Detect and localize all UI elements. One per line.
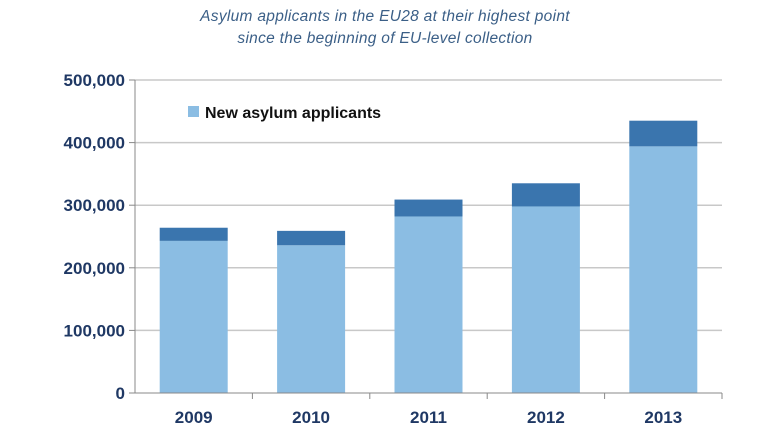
y-tick-label: 500,000 xyxy=(64,71,125,90)
bar-2012-series-1 xyxy=(511,183,580,207)
x-tick-label: 2013 xyxy=(644,408,682,427)
y-tick-label: 0 xyxy=(116,384,125,403)
bar-2013-series-1 xyxy=(629,120,698,147)
x-tick-label: 2012 xyxy=(527,408,565,427)
bar-2013-series-0 xyxy=(629,146,698,393)
bar-2012-series-0 xyxy=(511,206,580,393)
chart-title: Asylum applicants in the EU28 at their h… xyxy=(0,6,770,50)
bar-2009-series-0 xyxy=(159,240,228,393)
x-tick-label: 2010 xyxy=(292,408,330,427)
bar-2010-series-0 xyxy=(277,245,346,393)
y-tick-label: 100,000 xyxy=(64,321,125,340)
legend: New asylum applicants xyxy=(188,105,381,122)
bar-2011-series-0 xyxy=(394,216,463,393)
bar-2011-series-1 xyxy=(394,199,463,217)
title-line-2: since the beginning of EU-level collecti… xyxy=(237,30,533,47)
x-tick-label: 2011 xyxy=(410,408,447,427)
bar-2009-series-1 xyxy=(159,227,228,241)
legend-swatch xyxy=(188,106,199,117)
bar-2010-series-1 xyxy=(277,230,346,246)
legend-label: New asylum applicants xyxy=(205,105,381,122)
x-tick-label: 2009 xyxy=(175,408,213,427)
y-tick-label: 400,000 xyxy=(64,134,125,153)
y-tick-label: 200,000 xyxy=(64,259,125,278)
y-tick-label: 300,000 xyxy=(64,196,125,215)
title-line-1: Asylum applicants in the EU28 at their h… xyxy=(200,8,570,25)
